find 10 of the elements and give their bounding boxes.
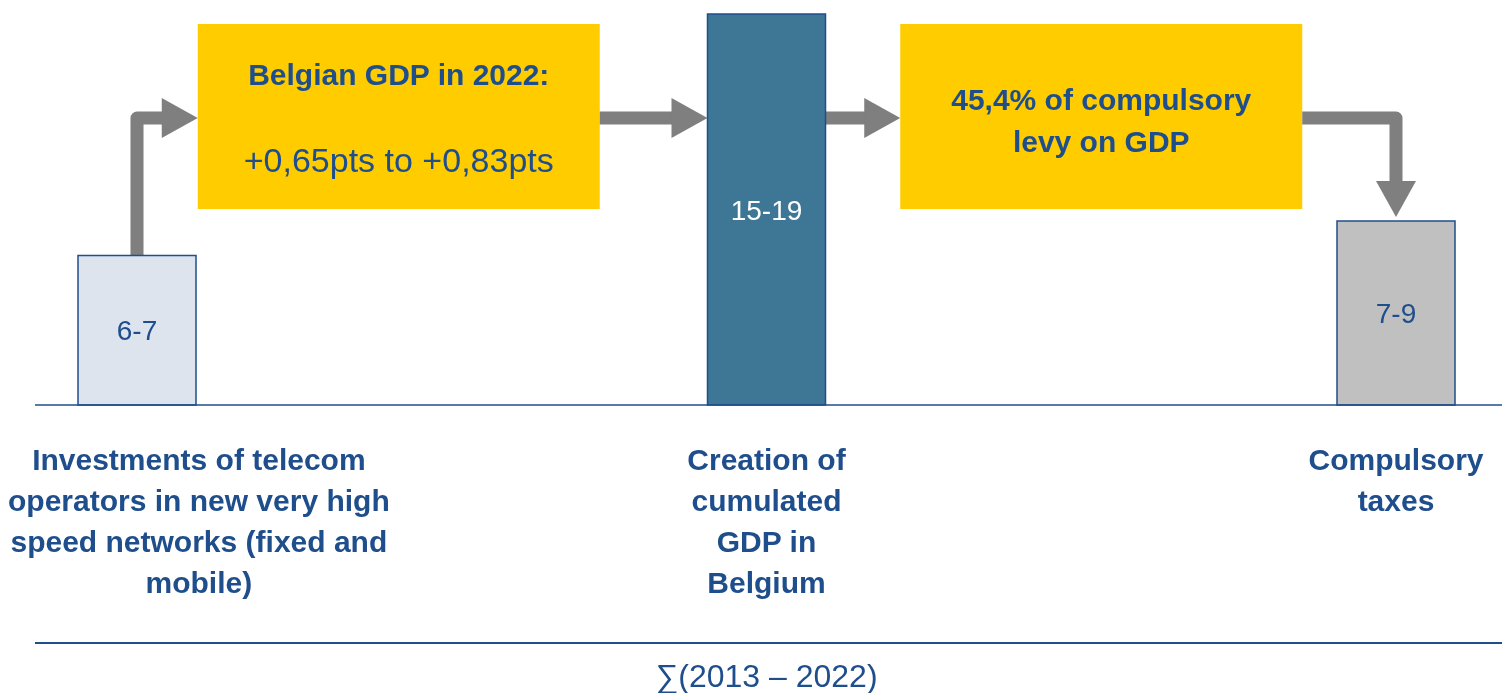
data-label: 7-9 <box>1375 298 1417 329</box>
data-label: 15-19 <box>730 194 803 226</box>
annotation: +0,65pts to +0,83pts <box>243 141 554 179</box>
x-tick-label: Investments of telecom operators in new very high speed networks (fixed and mobile) <box>7 443 390 599</box>
data-label: 6-7 <box>116 315 158 347</box>
x-tick-label: Compulsory taxes <box>1308 443 1484 517</box>
text: ∑(2013 – 2022) <box>655 658 878 693</box>
x-tick-label: Creation of cumulated GDP in Belgium <box>687 443 847 599</box>
annotation: Belgian GDP in 2022: <box>248 58 550 91</box>
annotation: 45,4% of compulsory levy on GDP <box>951 83 1252 158</box>
